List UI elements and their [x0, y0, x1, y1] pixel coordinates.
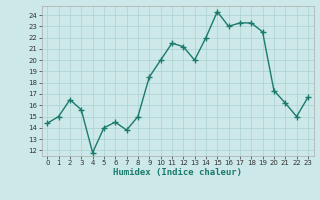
X-axis label: Humidex (Indice chaleur): Humidex (Indice chaleur) [113, 168, 242, 177]
